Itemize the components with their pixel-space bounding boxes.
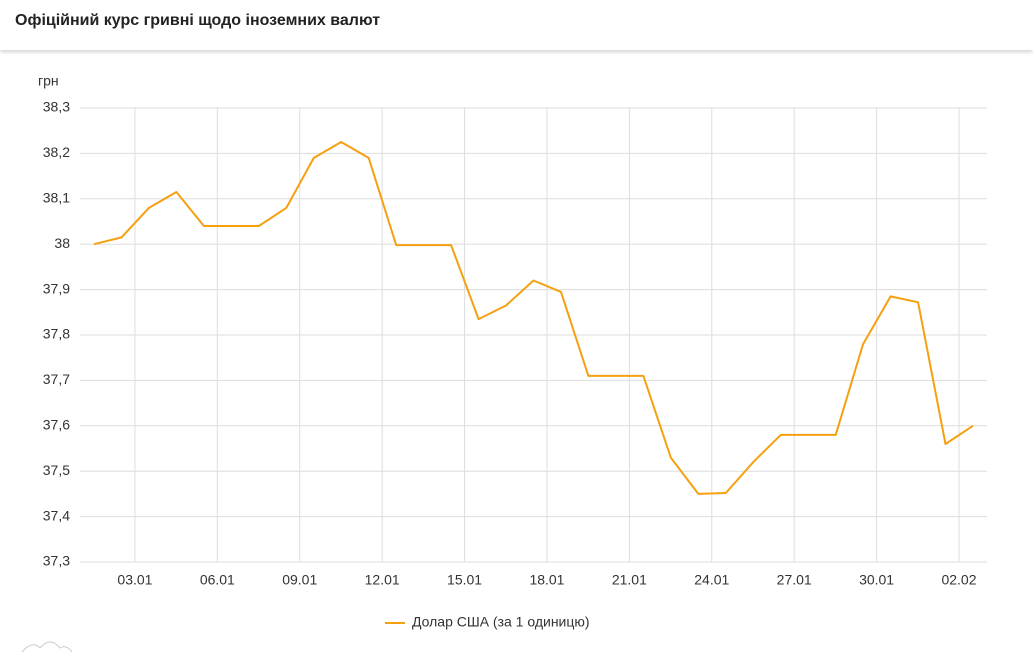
x-tick-label: 09.01 [282,572,317,588]
x-tick-label: 02.02 [941,572,976,588]
line [93,141,974,495]
y-tick-label: 37,3 [43,553,70,569]
y-tick-label: 38,1 [43,190,70,206]
x-tick-label: 21.01 [612,572,647,588]
legend-label: Долар США (за 1 одиницю) [412,614,590,630]
x-tick-label: 18.01 [529,572,564,588]
y-tick-label: 37,4 [43,507,70,523]
y-tick-label: 37,8 [43,326,70,342]
y-axis-label: грн [38,73,59,89]
x-tick-label: 12.01 [365,572,400,588]
x-tick-label: 30.01 [859,572,894,588]
y-tick-label: 38,3 [43,99,70,115]
x-tick-label: 24.01 [694,572,729,588]
y-tick-label: 37,9 [43,280,70,296]
x-tick-label: 15.01 [447,572,482,588]
y-tick-label: 38,2 [43,144,70,160]
y-tick-label: 37,6 [43,417,70,433]
chart-title: Офіційний курс гривні щодо іноземних вал… [15,12,381,29]
y-tick-label: 38 [54,235,70,251]
x-tick-label: 03.01 [117,572,152,588]
y-tick-label: 37,5 [43,462,70,478]
header: Офіційний курс гривні щодо іноземних вал… [0,0,1033,50]
x-tick-label: 27.01 [777,572,812,588]
x-tick-label: 06.01 [200,572,235,588]
y-tick-label: 37,7 [43,371,70,387]
logo [21,641,73,653]
